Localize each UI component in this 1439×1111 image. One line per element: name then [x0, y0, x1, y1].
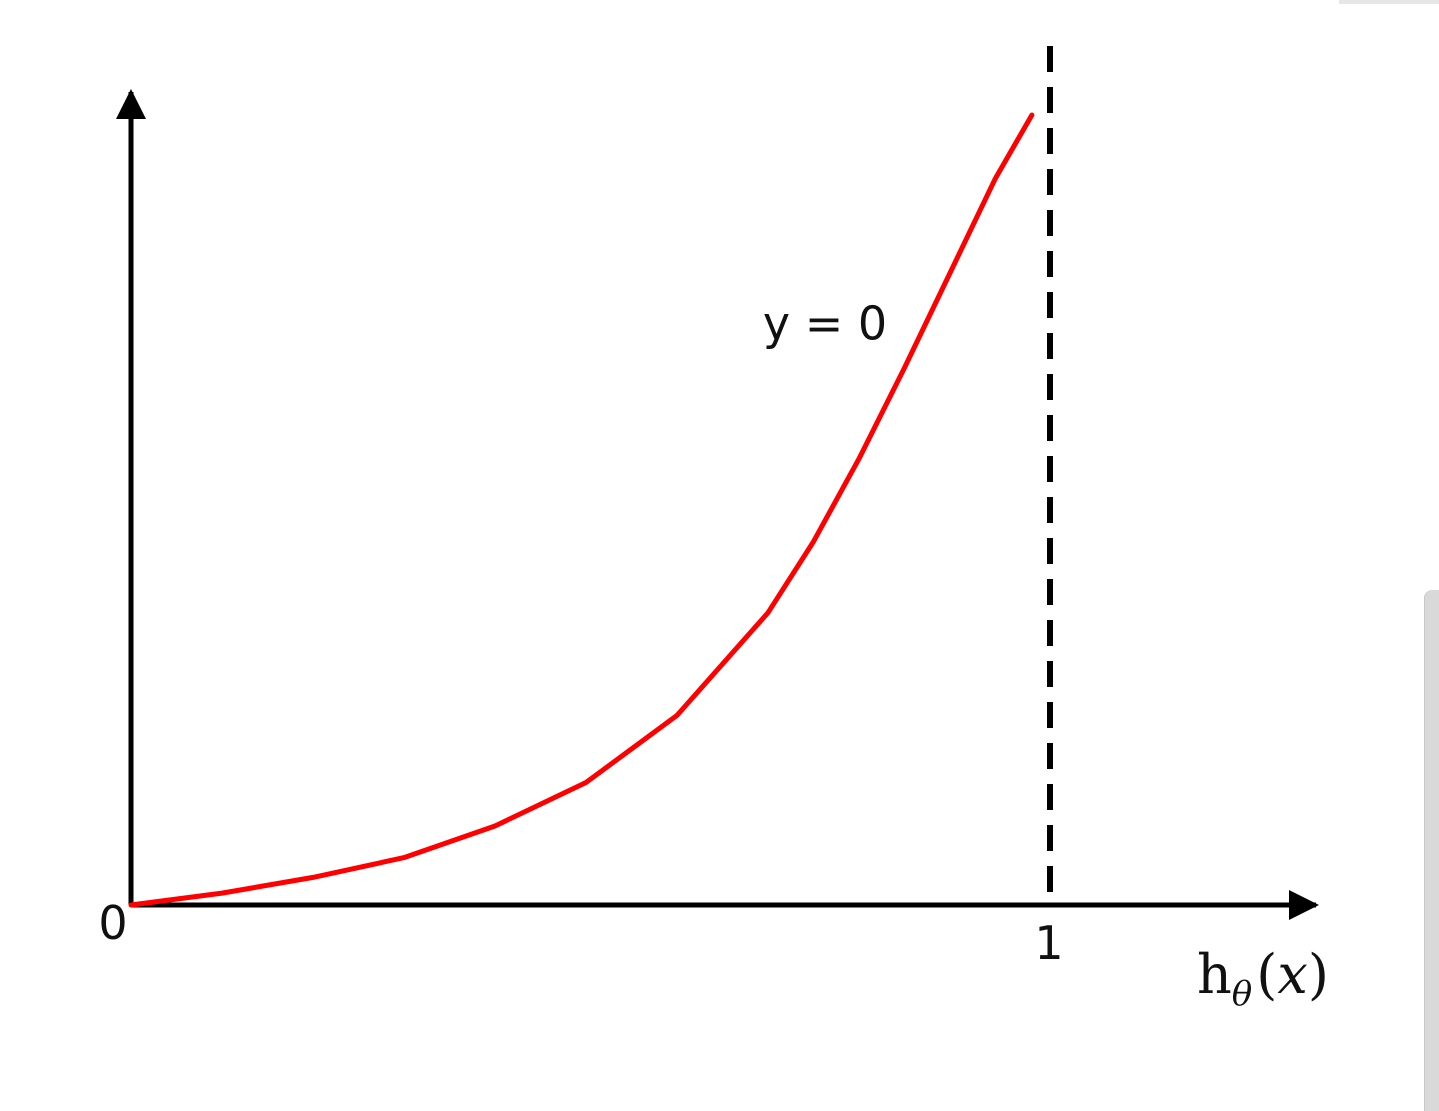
scrollbar-edge[interactable] [1424, 590, 1439, 1111]
series-line [128, 112, 1035, 908]
svg-text:hθ(x): hθ(x) [1197, 943, 1329, 1014]
x-axis-label-subscript: θ [1232, 974, 1252, 1014]
x-axis-label-close-paren: ) [1308, 943, 1329, 1006]
curve-annotation: y = 0 [763, 296, 887, 350]
window-edge [1339, 0, 1439, 4]
x-axis-label-open-paren: ( [1256, 943, 1277, 1006]
x-axis-label-main: h [1197, 943, 1232, 1006]
x-tick-label-0: 0 [98, 896, 127, 950]
x-tick-label-1: 1 [1034, 916, 1063, 970]
x-axis-label-variable: x [1277, 943, 1307, 1006]
x-axis-label: hθ(x) [1197, 943, 1329, 1014]
